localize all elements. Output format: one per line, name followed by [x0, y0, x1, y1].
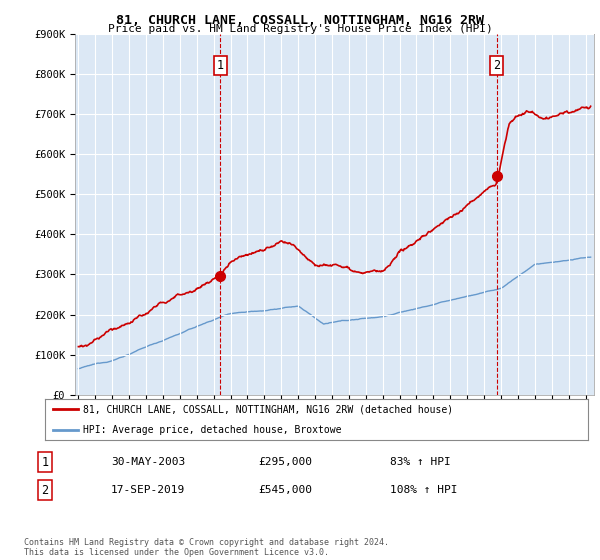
Text: 1: 1 — [41, 455, 49, 469]
Text: 83% ↑ HPI: 83% ↑ HPI — [390, 457, 451, 467]
Text: 2: 2 — [41, 483, 49, 497]
Text: 81, CHURCH LANE, COSSALL, NOTTINGHAM, NG16 2RW (detached house): 81, CHURCH LANE, COSSALL, NOTTINGHAM, NG… — [83, 404, 453, 414]
Text: 81, CHURCH LANE, COSSALL, NOTTINGHAM, NG16 2RW: 81, CHURCH LANE, COSSALL, NOTTINGHAM, NG… — [116, 14, 484, 27]
Text: £545,000: £545,000 — [258, 485, 312, 495]
Text: Contains HM Land Registry data © Crown copyright and database right 2024.
This d: Contains HM Land Registry data © Crown c… — [24, 538, 389, 557]
Text: 108% ↑ HPI: 108% ↑ HPI — [390, 485, 458, 495]
Text: Price paid vs. HM Land Registry's House Price Index (HPI): Price paid vs. HM Land Registry's House … — [107, 24, 493, 34]
Text: 1: 1 — [217, 59, 224, 72]
Text: HPI: Average price, detached house, Broxtowe: HPI: Average price, detached house, Brox… — [83, 424, 341, 435]
Text: 2: 2 — [493, 59, 500, 72]
Text: £295,000: £295,000 — [258, 457, 312, 467]
Text: 30-MAY-2003: 30-MAY-2003 — [111, 457, 185, 467]
Text: 17-SEP-2019: 17-SEP-2019 — [111, 485, 185, 495]
